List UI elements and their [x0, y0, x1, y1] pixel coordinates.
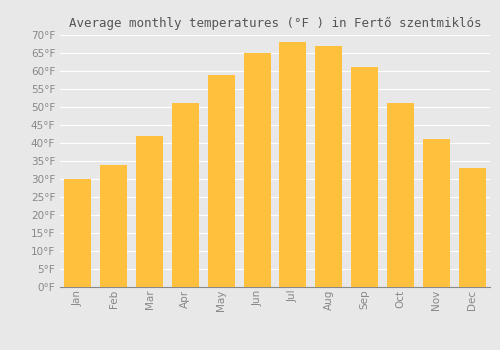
Bar [136, 136, 163, 287]
Bar [100, 164, 127, 287]
Bar [316, 46, 342, 287]
Bar [392, 103, 408, 287]
Bar [64, 179, 92, 287]
Bar [208, 75, 234, 287]
Bar [280, 42, 306, 287]
Bar [423, 139, 450, 287]
Bar [280, 42, 306, 287]
Bar [172, 103, 199, 287]
Bar [351, 68, 378, 287]
Bar [387, 103, 414, 287]
Bar [244, 53, 270, 287]
Bar [106, 164, 122, 287]
Bar [387, 103, 414, 287]
Bar [64, 179, 92, 287]
Bar [136, 136, 163, 287]
Bar [351, 68, 378, 287]
Bar [178, 103, 194, 287]
Bar [458, 168, 485, 287]
Bar [100, 164, 127, 287]
Bar [428, 139, 444, 287]
Bar [244, 53, 270, 287]
Title: Average monthly temperatures (°F ) in Fertő szentmiklós: Average monthly temperatures (°F ) in Fe… [69, 16, 481, 30]
Bar [249, 53, 265, 287]
Bar [423, 139, 450, 287]
Bar [316, 46, 342, 287]
Bar [285, 42, 301, 287]
Bar [458, 168, 485, 287]
Bar [142, 136, 158, 287]
Bar [213, 75, 230, 287]
Bar [464, 168, 480, 287]
Bar [70, 179, 86, 287]
Bar [208, 75, 234, 287]
Bar [172, 103, 199, 287]
Bar [320, 46, 337, 287]
Bar [356, 68, 372, 287]
